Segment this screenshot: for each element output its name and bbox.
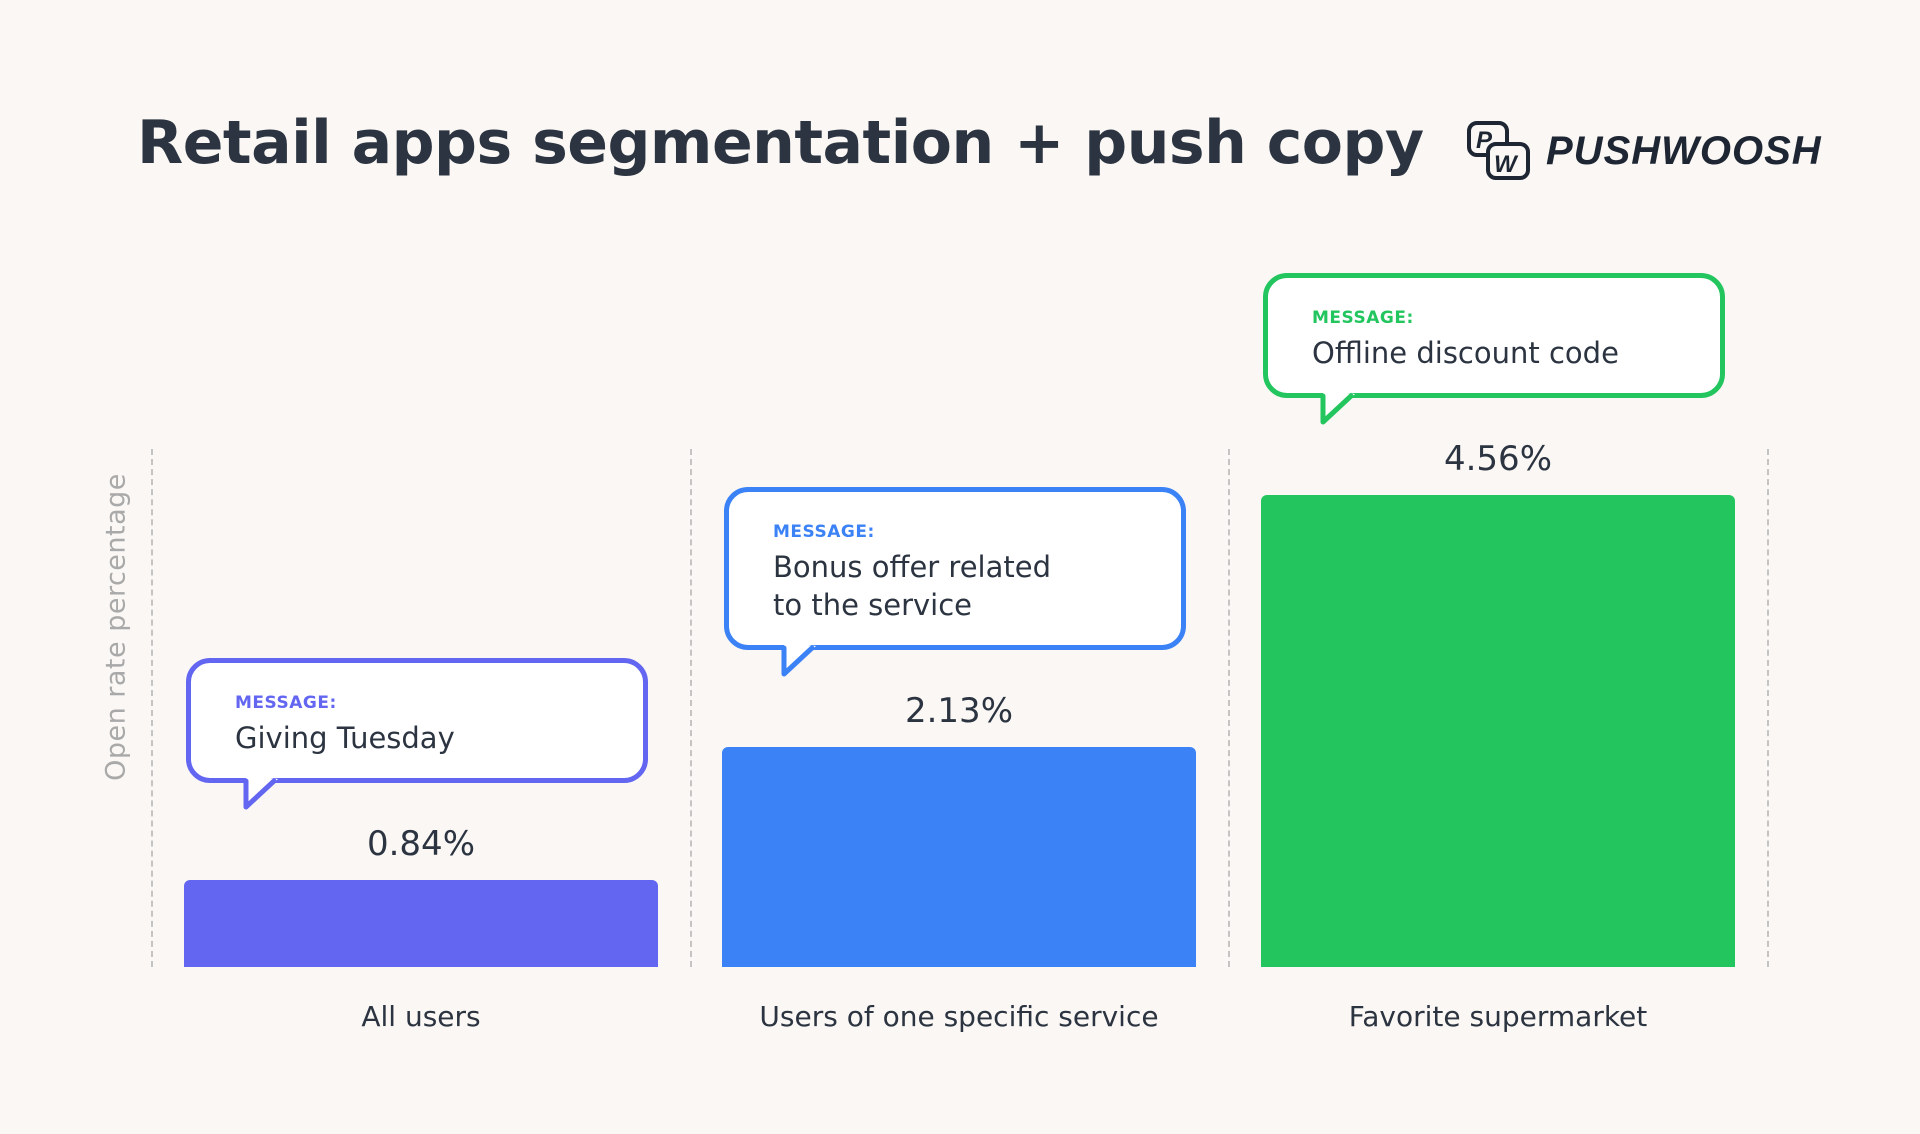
separator-line (690, 449, 692, 967)
bar-1 (722, 746, 1196, 967)
message-label: MESSAGE: (1312, 308, 1414, 328)
svg-text:W: W (1494, 151, 1519, 178)
pushwoosh-logo-text: PUSHWOOSH (1546, 128, 1822, 173)
message-text: Bonus offer related to the service (773, 549, 1052, 622)
message-bubble: MESSAGE: Offline discount code (1263, 273, 1725, 398)
bubble-tail (781, 641, 816, 677)
pushwoosh-logo-icon: P W (1467, 121, 1530, 180)
value-label: 0.84% (366, 824, 475, 865)
bar-2 (1261, 495, 1735, 967)
chart-title: Retail apps segmentation + push copy (137, 108, 1424, 178)
separator-line (1767, 449, 1769, 967)
message-label: MESSAGE: (235, 693, 337, 714)
value-label: 4.56% (1443, 439, 1552, 479)
pushwoosh-logo: P W PUSHWOOSH (1466, 120, 1822, 182)
y-axis-label: Open rate percentage (100, 473, 132, 781)
category-label: All users (361, 1000, 481, 1033)
bubble-tail (243, 775, 278, 810)
message-label: MESSAGE: (773, 521, 875, 542)
category-label: Favorite supermarket (1348, 1000, 1648, 1033)
value-label: 2.13% (904, 690, 1013, 731)
separator-line (151, 449, 153, 967)
message-bubble: MESSAGE: Giving Tuesday (186, 658, 648, 784)
message-text: Offline discount code (1312, 336, 1619, 370)
bubble-tail (1320, 390, 1355, 425)
message-text: Giving Tuesday (235, 721, 455, 756)
separator-line (1228, 449, 1230, 967)
message-bubble: MESSAGE: Bonus offer related to the servi… (724, 486, 1186, 650)
bar-0 (184, 880, 658, 967)
category-label: Users of one specific service (759, 1000, 1159, 1033)
svg-text:P: P (1476, 127, 1493, 154)
